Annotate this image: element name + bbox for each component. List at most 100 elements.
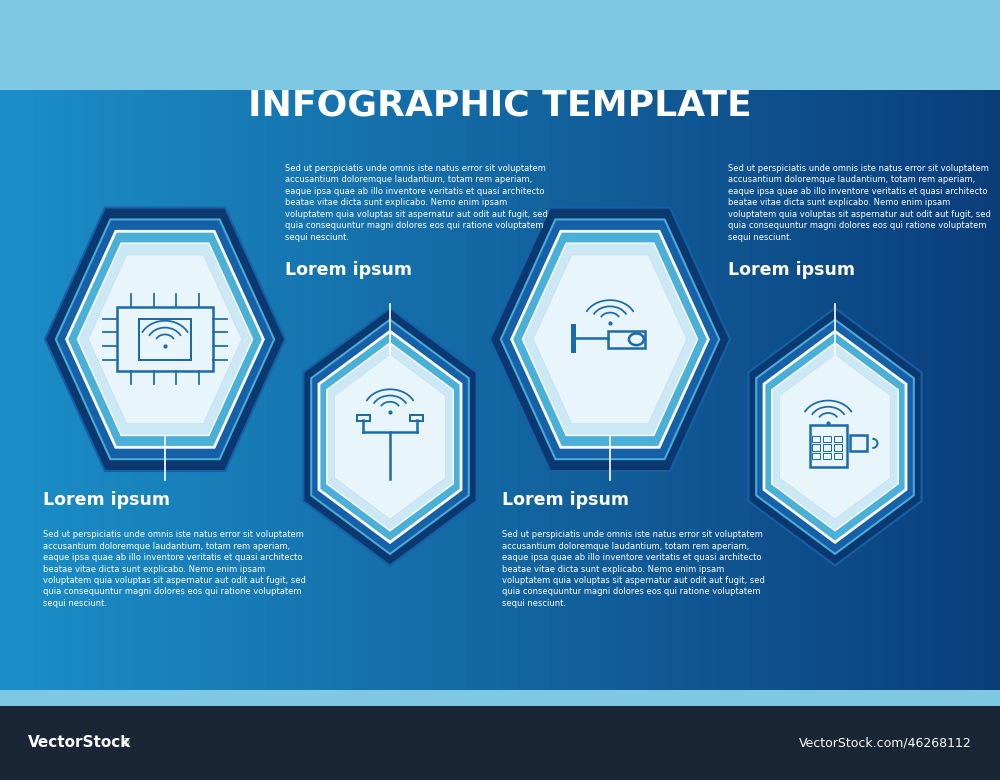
Bar bbox=[233, 90, 250, 690]
Bar bbox=[433, 90, 450, 690]
Bar bbox=[117, 90, 133, 690]
Bar bbox=[583, 90, 600, 690]
Bar bbox=[250, 90, 267, 690]
Polygon shape bbox=[501, 219, 719, 459]
Bar bbox=[834, 436, 842, 442]
Bar bbox=[50, 90, 67, 690]
Polygon shape bbox=[522, 243, 698, 435]
Polygon shape bbox=[764, 332, 906, 542]
Bar bbox=[900, 90, 917, 690]
Bar bbox=[467, 90, 483, 690]
Bar bbox=[383, 90, 400, 690]
Polygon shape bbox=[533, 255, 687, 424]
Bar bbox=[817, 90, 833, 690]
Bar bbox=[0, 690, 1000, 706]
Text: Lorem ipsum: Lorem ipsum bbox=[728, 261, 855, 279]
Bar bbox=[200, 90, 217, 690]
Bar bbox=[812, 452, 820, 459]
Polygon shape bbox=[67, 232, 263, 447]
Bar bbox=[67, 90, 83, 690]
Bar bbox=[733, 90, 750, 690]
Bar bbox=[350, 90, 367, 690]
Bar bbox=[812, 436, 820, 442]
Bar bbox=[867, 90, 883, 690]
Bar bbox=[283, 90, 300, 690]
Text: ®: ® bbox=[121, 738, 131, 748]
Bar bbox=[823, 452, 831, 459]
Polygon shape bbox=[490, 207, 730, 471]
Polygon shape bbox=[303, 308, 477, 566]
Bar bbox=[500, 90, 517, 690]
Bar bbox=[367, 90, 383, 690]
Bar bbox=[533, 90, 550, 690]
Polygon shape bbox=[77, 243, 253, 435]
Bar bbox=[608, 331, 645, 348]
Polygon shape bbox=[327, 343, 453, 530]
Bar bbox=[139, 319, 191, 360]
Bar bbox=[933, 90, 950, 690]
Bar bbox=[810, 425, 847, 467]
Bar bbox=[812, 444, 820, 451]
Bar bbox=[717, 90, 733, 690]
Bar bbox=[300, 90, 317, 690]
Text: VectorStock: VectorStock bbox=[28, 736, 131, 750]
Text: Sed ut perspiciatis unde omnis iste natus error sit voluptatem
accusantium dolor: Sed ut perspiciatis unde omnis iste natu… bbox=[43, 530, 306, 608]
Text: INFOGRAPHIC TEMPLATE: INFOGRAPHIC TEMPLATE bbox=[248, 88, 752, 122]
Bar bbox=[967, 90, 983, 690]
Text: Lorem ipsum: Lorem ipsum bbox=[285, 261, 412, 279]
Bar bbox=[834, 444, 842, 451]
Bar bbox=[267, 90, 283, 690]
Bar bbox=[617, 90, 633, 690]
Bar bbox=[883, 90, 900, 690]
Bar bbox=[633, 90, 650, 690]
Bar bbox=[800, 90, 817, 690]
Bar bbox=[483, 90, 500, 690]
Bar bbox=[0, 706, 1000, 780]
Bar bbox=[317, 90, 333, 690]
Bar bbox=[700, 90, 717, 690]
Bar bbox=[410, 415, 423, 421]
Bar bbox=[850, 435, 867, 452]
Bar bbox=[83, 90, 100, 690]
Bar bbox=[150, 90, 167, 690]
Bar bbox=[667, 90, 683, 690]
Text: Lorem ipsum: Lorem ipsum bbox=[502, 491, 629, 509]
Text: Sed ut perspiciatis unde omnis iste natus error sit voluptatem
accusantium dolor: Sed ut perspiciatis unde omnis iste natu… bbox=[728, 164, 991, 242]
Polygon shape bbox=[319, 332, 461, 542]
Bar bbox=[834, 452, 842, 459]
Polygon shape bbox=[335, 354, 445, 519]
Bar bbox=[683, 90, 700, 690]
Bar bbox=[167, 90, 183, 690]
Bar bbox=[917, 90, 933, 690]
Bar bbox=[823, 436, 831, 442]
Bar bbox=[450, 90, 467, 690]
Bar bbox=[567, 90, 583, 690]
Polygon shape bbox=[772, 343, 898, 530]
Text: VectorStock.com/46268112: VectorStock.com/46268112 bbox=[799, 736, 972, 750]
Bar bbox=[183, 90, 200, 690]
Polygon shape bbox=[56, 219, 274, 459]
Bar bbox=[333, 90, 350, 690]
Bar bbox=[33, 90, 50, 690]
Bar bbox=[950, 90, 967, 690]
Bar bbox=[823, 444, 831, 451]
Text: Lorem ipsum: Lorem ipsum bbox=[43, 491, 170, 509]
Bar bbox=[117, 307, 213, 371]
Bar bbox=[400, 90, 417, 690]
Bar bbox=[357, 415, 370, 421]
Text: Sed ut perspiciatis unde omnis iste natus error sit voluptatem
accusantium dolor: Sed ut perspiciatis unde omnis iste natu… bbox=[285, 164, 548, 242]
Bar bbox=[17, 90, 33, 690]
Bar bbox=[783, 90, 800, 690]
Bar bbox=[133, 90, 150, 690]
Bar bbox=[217, 90, 233, 690]
Bar bbox=[0, 90, 17, 690]
Polygon shape bbox=[311, 320, 469, 554]
Polygon shape bbox=[780, 354, 890, 519]
Bar bbox=[0, 0, 1000, 90]
Polygon shape bbox=[45, 207, 285, 471]
Bar bbox=[100, 90, 117, 690]
Polygon shape bbox=[512, 232, 708, 447]
Text: Sed ut perspiciatis unde omnis iste natus error sit voluptatem
accusantium dolor: Sed ut perspiciatis unde omnis iste natu… bbox=[502, 530, 765, 608]
Bar bbox=[983, 90, 1000, 690]
Bar bbox=[650, 90, 667, 690]
